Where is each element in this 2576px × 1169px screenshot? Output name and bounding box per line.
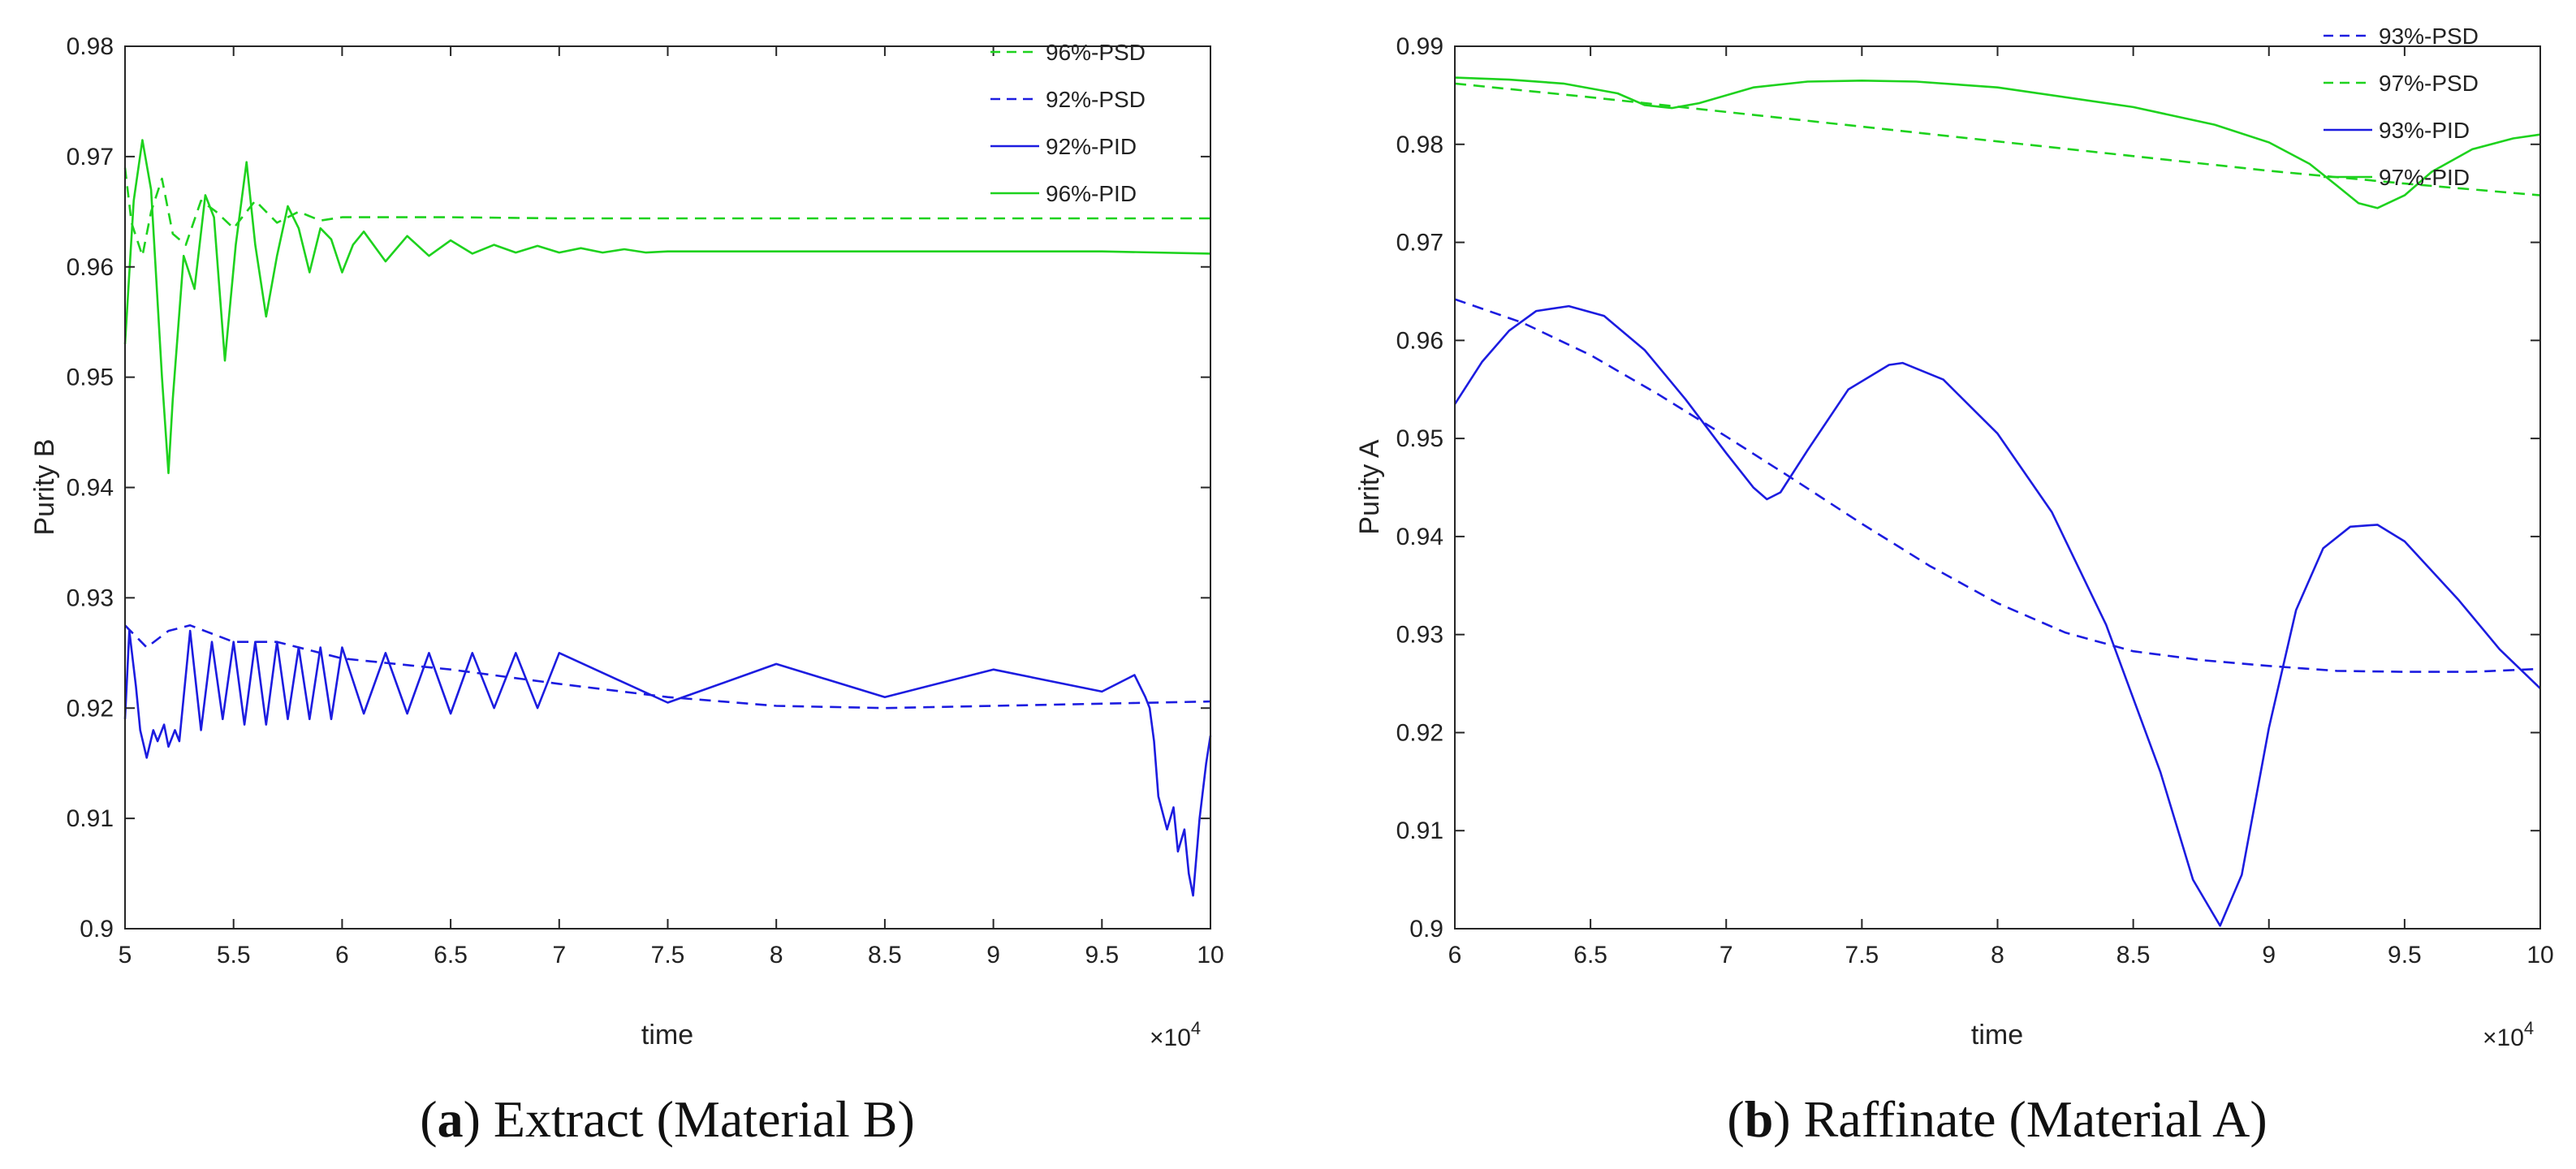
series-line-b-97-psd xyxy=(1454,82,2541,196)
caption-a-body xyxy=(481,1090,494,1148)
caption-b-body xyxy=(1791,1090,1804,1148)
y-tick-label-b: 0.93 xyxy=(1396,622,1443,649)
y-axis-label-a: Purity B xyxy=(29,438,60,535)
legend-a: 96%-PSD 92%-PSD 92%-PID 96%-PID xyxy=(990,40,1146,206)
y-tick-label-a: 0.91 xyxy=(67,805,114,832)
series-line-a-96-pid xyxy=(123,139,1211,475)
y-tick-label-a: 0.9 xyxy=(80,916,114,943)
x-tick-label-b: 6 xyxy=(1448,942,1462,968)
caption-a-paren-close: ) xyxy=(464,1090,481,1148)
y-tick-label-b: 0.96 xyxy=(1396,327,1443,354)
x-tick-label-a: 5.5 xyxy=(217,942,251,968)
x-tick-label-a: 6.5 xyxy=(434,942,468,968)
plot-area-a xyxy=(123,139,1212,897)
y-tick-label-b: 0.91 xyxy=(1396,817,1443,844)
y-tick-label-a: 0.98 xyxy=(67,33,114,60)
x-tick-label-b: 8 xyxy=(1991,942,2004,968)
caption-b-title: Raffinate (Material A) xyxy=(1804,1090,2267,1148)
legend-label-b-3: 97%-PID xyxy=(2379,165,2470,190)
series-line-b-93-pid xyxy=(1453,304,2541,927)
y-axis-label-b: Purity A xyxy=(1354,439,1385,534)
y-tick-label-b: 0.9 xyxy=(1409,916,1443,943)
caption-a-letter: a xyxy=(438,1090,464,1148)
legend-b: 93%-PSD 97%-PSD 93%-PID 97%-PID xyxy=(2324,24,2479,190)
caption-a-title: Extract (Material B) xyxy=(494,1090,915,1148)
x-tick-label-a: 7.5 xyxy=(651,942,685,968)
legend-label-b-1: 97%-PSD xyxy=(2379,71,2479,96)
y-tick-label-a: 0.94 xyxy=(67,475,114,502)
x-tick-label-a: 6 xyxy=(335,942,349,968)
x-multiplier-base-a: ×10 xyxy=(1150,1024,1191,1051)
x-tick-label-b: 7.5 xyxy=(1845,942,1879,968)
y-tick-label-b: 0.92 xyxy=(1396,719,1443,746)
x-tick-label-a: 5 xyxy=(119,942,132,968)
series-line-b-97-pid xyxy=(1454,76,2541,209)
y-tick-label-a: 0.95 xyxy=(67,365,114,391)
y-tick-label-b: 0.97 xyxy=(1396,230,1443,257)
x-multiplier-exponent-a: 4 xyxy=(1191,1018,1201,1038)
x-axis-label-a: time xyxy=(641,1020,693,1050)
caption-b: (b) Raffinate (Material A) xyxy=(1727,1090,2267,1148)
x-tick-label-b: 9.5 xyxy=(2388,942,2422,968)
caption-a-text: (a) Extract (Material B) xyxy=(420,1090,915,1148)
x-tick-label-a: 7 xyxy=(552,942,566,968)
y-tick-label-a: 0.93 xyxy=(67,584,114,611)
x-tick-label-b: 6.5 xyxy=(1573,942,1607,968)
legend-label-a-1: 92%-PSD xyxy=(1046,87,1146,112)
caption-b-paren-close: ) xyxy=(1773,1090,1790,1148)
y-tick-label-b: 0.99 xyxy=(1396,33,1443,60)
y-tick-label-a: 0.97 xyxy=(67,144,114,170)
x-tick-label-b: 9 xyxy=(2262,942,2276,968)
x-tick-label-a: 10 xyxy=(1197,942,1223,968)
plot-area-b xyxy=(1453,76,2541,927)
chart-panel-b: 6 6.5 7 7.5 8 8.5 9 9.5 10 0.9 0.91 0.92 0.93 0.94 0.9… xyxy=(1354,24,2554,1051)
ticks-a: 5 5.5 6 6.5 7 7.5 8 8.5 9 9.5 10 0.9 0.91 0.92 0.93 0.9… xyxy=(67,33,1224,968)
series-line-b-93-psd xyxy=(1454,298,2541,673)
series-line-a-92-psd xyxy=(124,623,1211,710)
x-multiplier-label-b: ×104 xyxy=(2483,1018,2534,1051)
legend-label-b-2: 93%-PID xyxy=(2379,118,2470,143)
y-tick-label-a: 0.96 xyxy=(67,254,114,281)
y-tick-label-b: 0.94 xyxy=(1396,524,1443,550)
x-tick-label-a: 9 xyxy=(986,942,1000,968)
legend-label-a-0: 96%-PSD xyxy=(1046,40,1146,65)
x-tick-label-b: 8.5 xyxy=(2116,942,2151,968)
series-line-a-92-pid xyxy=(123,629,1212,897)
legend-label-b-0: 93%-PSD xyxy=(2379,24,2479,49)
caption-a-paren-open: ( xyxy=(420,1090,437,1148)
y-tick-label-b: 0.98 xyxy=(1396,132,1443,158)
y-tick-label-b: 0.95 xyxy=(1396,425,1443,452)
x-tick-label-a: 8.5 xyxy=(868,942,902,968)
x-tick-label-a: 9.5 xyxy=(1085,942,1119,968)
caption-b-text: (b) Raffinate (Material A) xyxy=(1727,1090,2267,1148)
x-axis-label-b: time xyxy=(1971,1020,2023,1050)
chart-panel-a: 5 5.5 6 6.5 7 7.5 8 8.5 9 9.5 10 0.9 0.91 0.92 0.93 0.9… xyxy=(29,33,1224,1051)
caption-b-paren-open: ( xyxy=(1727,1090,1744,1148)
x-tick-label-b: 10 xyxy=(2526,942,2553,968)
ticks-b: 6 6.5 7 7.5 8 8.5 9 9.5 10 0.9 0.91 0.92 0.93 0.94 0.9… xyxy=(1396,33,2554,968)
caption-b-letter: b xyxy=(1745,1090,1774,1148)
x-multiplier-base-b: ×10 xyxy=(2483,1024,2524,1051)
x-multiplier-exponent-b: 4 xyxy=(2524,1018,2534,1038)
legend-label-a-2: 92%-PID xyxy=(1046,134,1137,159)
y-tick-label-a: 0.92 xyxy=(67,695,114,722)
x-tick-label-b: 7 xyxy=(1719,942,1733,968)
caption-a: (a) Extract (Material B) xyxy=(420,1090,915,1148)
x-multiplier-label-a: ×104 xyxy=(1150,1018,1201,1051)
legend-label-a-3: 96%-PID xyxy=(1046,181,1137,206)
x-tick-label-a: 8 xyxy=(770,942,783,968)
